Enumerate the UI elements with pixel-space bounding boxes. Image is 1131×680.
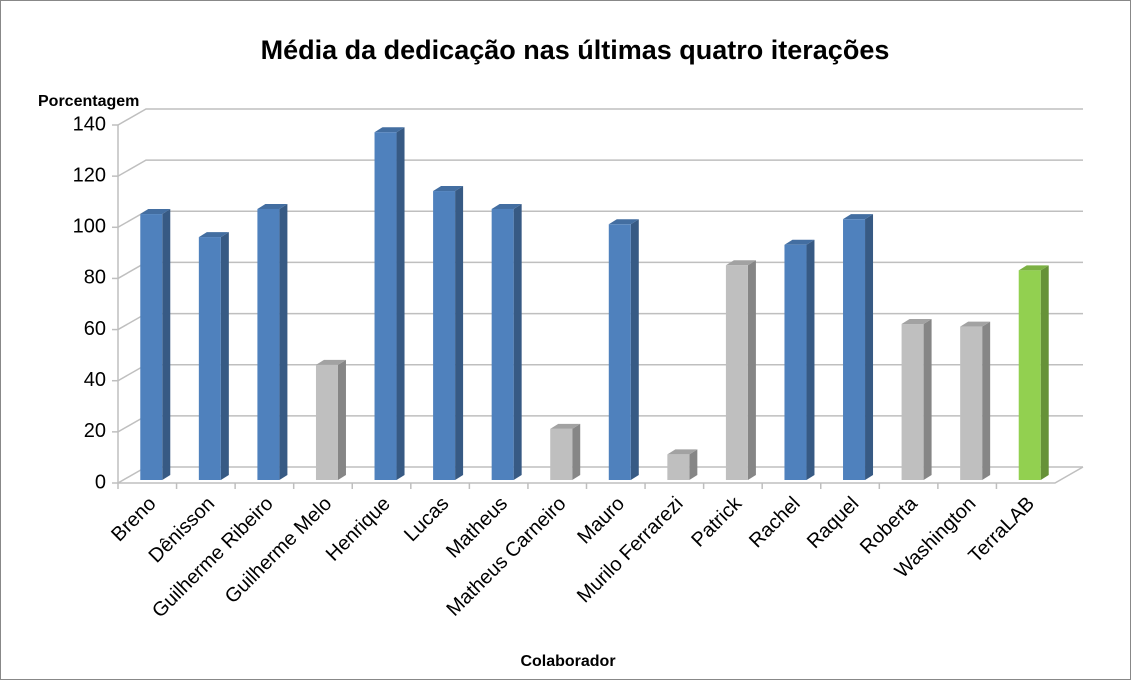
bar [140,214,163,481]
y-tick-label: 100 [73,216,106,238]
y-tick-label: 40 [84,369,106,391]
bar-top [550,423,581,429]
bar [784,244,807,480]
y-tick-label: 140 [73,113,106,135]
bar-top [374,127,405,133]
bar-side [220,232,229,480]
bar-side [865,214,874,480]
bar-side [572,423,581,480]
bar [257,208,280,480]
y-tick-label: 120 [73,164,106,186]
bar-side [982,321,991,480]
y-tick-label: 80 [84,267,106,289]
bar-top [491,203,522,209]
bar-side [513,203,522,480]
bar-side [747,260,756,480]
bar [491,208,514,480]
bar [550,428,573,480]
bar-side [630,219,639,481]
chart-title: Média da dedicação nas últimas quatro it… [261,35,890,65]
bar-top [1018,265,1049,271]
y-tick-label: 60 [84,318,106,340]
bar-top [198,232,229,238]
bar-top [725,260,756,266]
bar [315,364,338,480]
bar [433,191,456,481]
floor [118,466,1084,484]
bar-side [1040,265,1049,480]
bar-side [455,186,464,481]
bar [843,219,866,480]
bar-side [396,127,405,480]
bar-side [337,359,346,480]
grid-line [117,108,1083,126]
bar [901,324,924,480]
bar-side [279,203,288,480]
grid-line [117,159,1083,177]
bar-top [608,219,639,225]
bar [960,326,983,480]
bar-top [901,319,932,325]
bar-top [960,321,991,327]
bar-top [843,214,874,220]
bar-side [806,239,815,480]
bar [608,224,631,480]
bar [198,237,221,480]
y-tick-label: 20 [84,420,106,442]
bar-top [140,209,171,215]
bar-top [433,186,464,192]
bar [725,265,748,480]
y-axis-title: Porcentagem [38,93,139,110]
bar-side [162,209,171,481]
bar-side [923,319,932,480]
x-axis-title: Colaborador [520,653,615,670]
bar-top [667,449,698,455]
bar-top [315,359,346,365]
bar [1018,270,1041,480]
bar [374,132,397,480]
bar [667,454,690,480]
bar-top [257,203,288,209]
bar-side [689,449,698,480]
y-tick-label: 0 [95,471,106,493]
bar-top [784,239,815,245]
